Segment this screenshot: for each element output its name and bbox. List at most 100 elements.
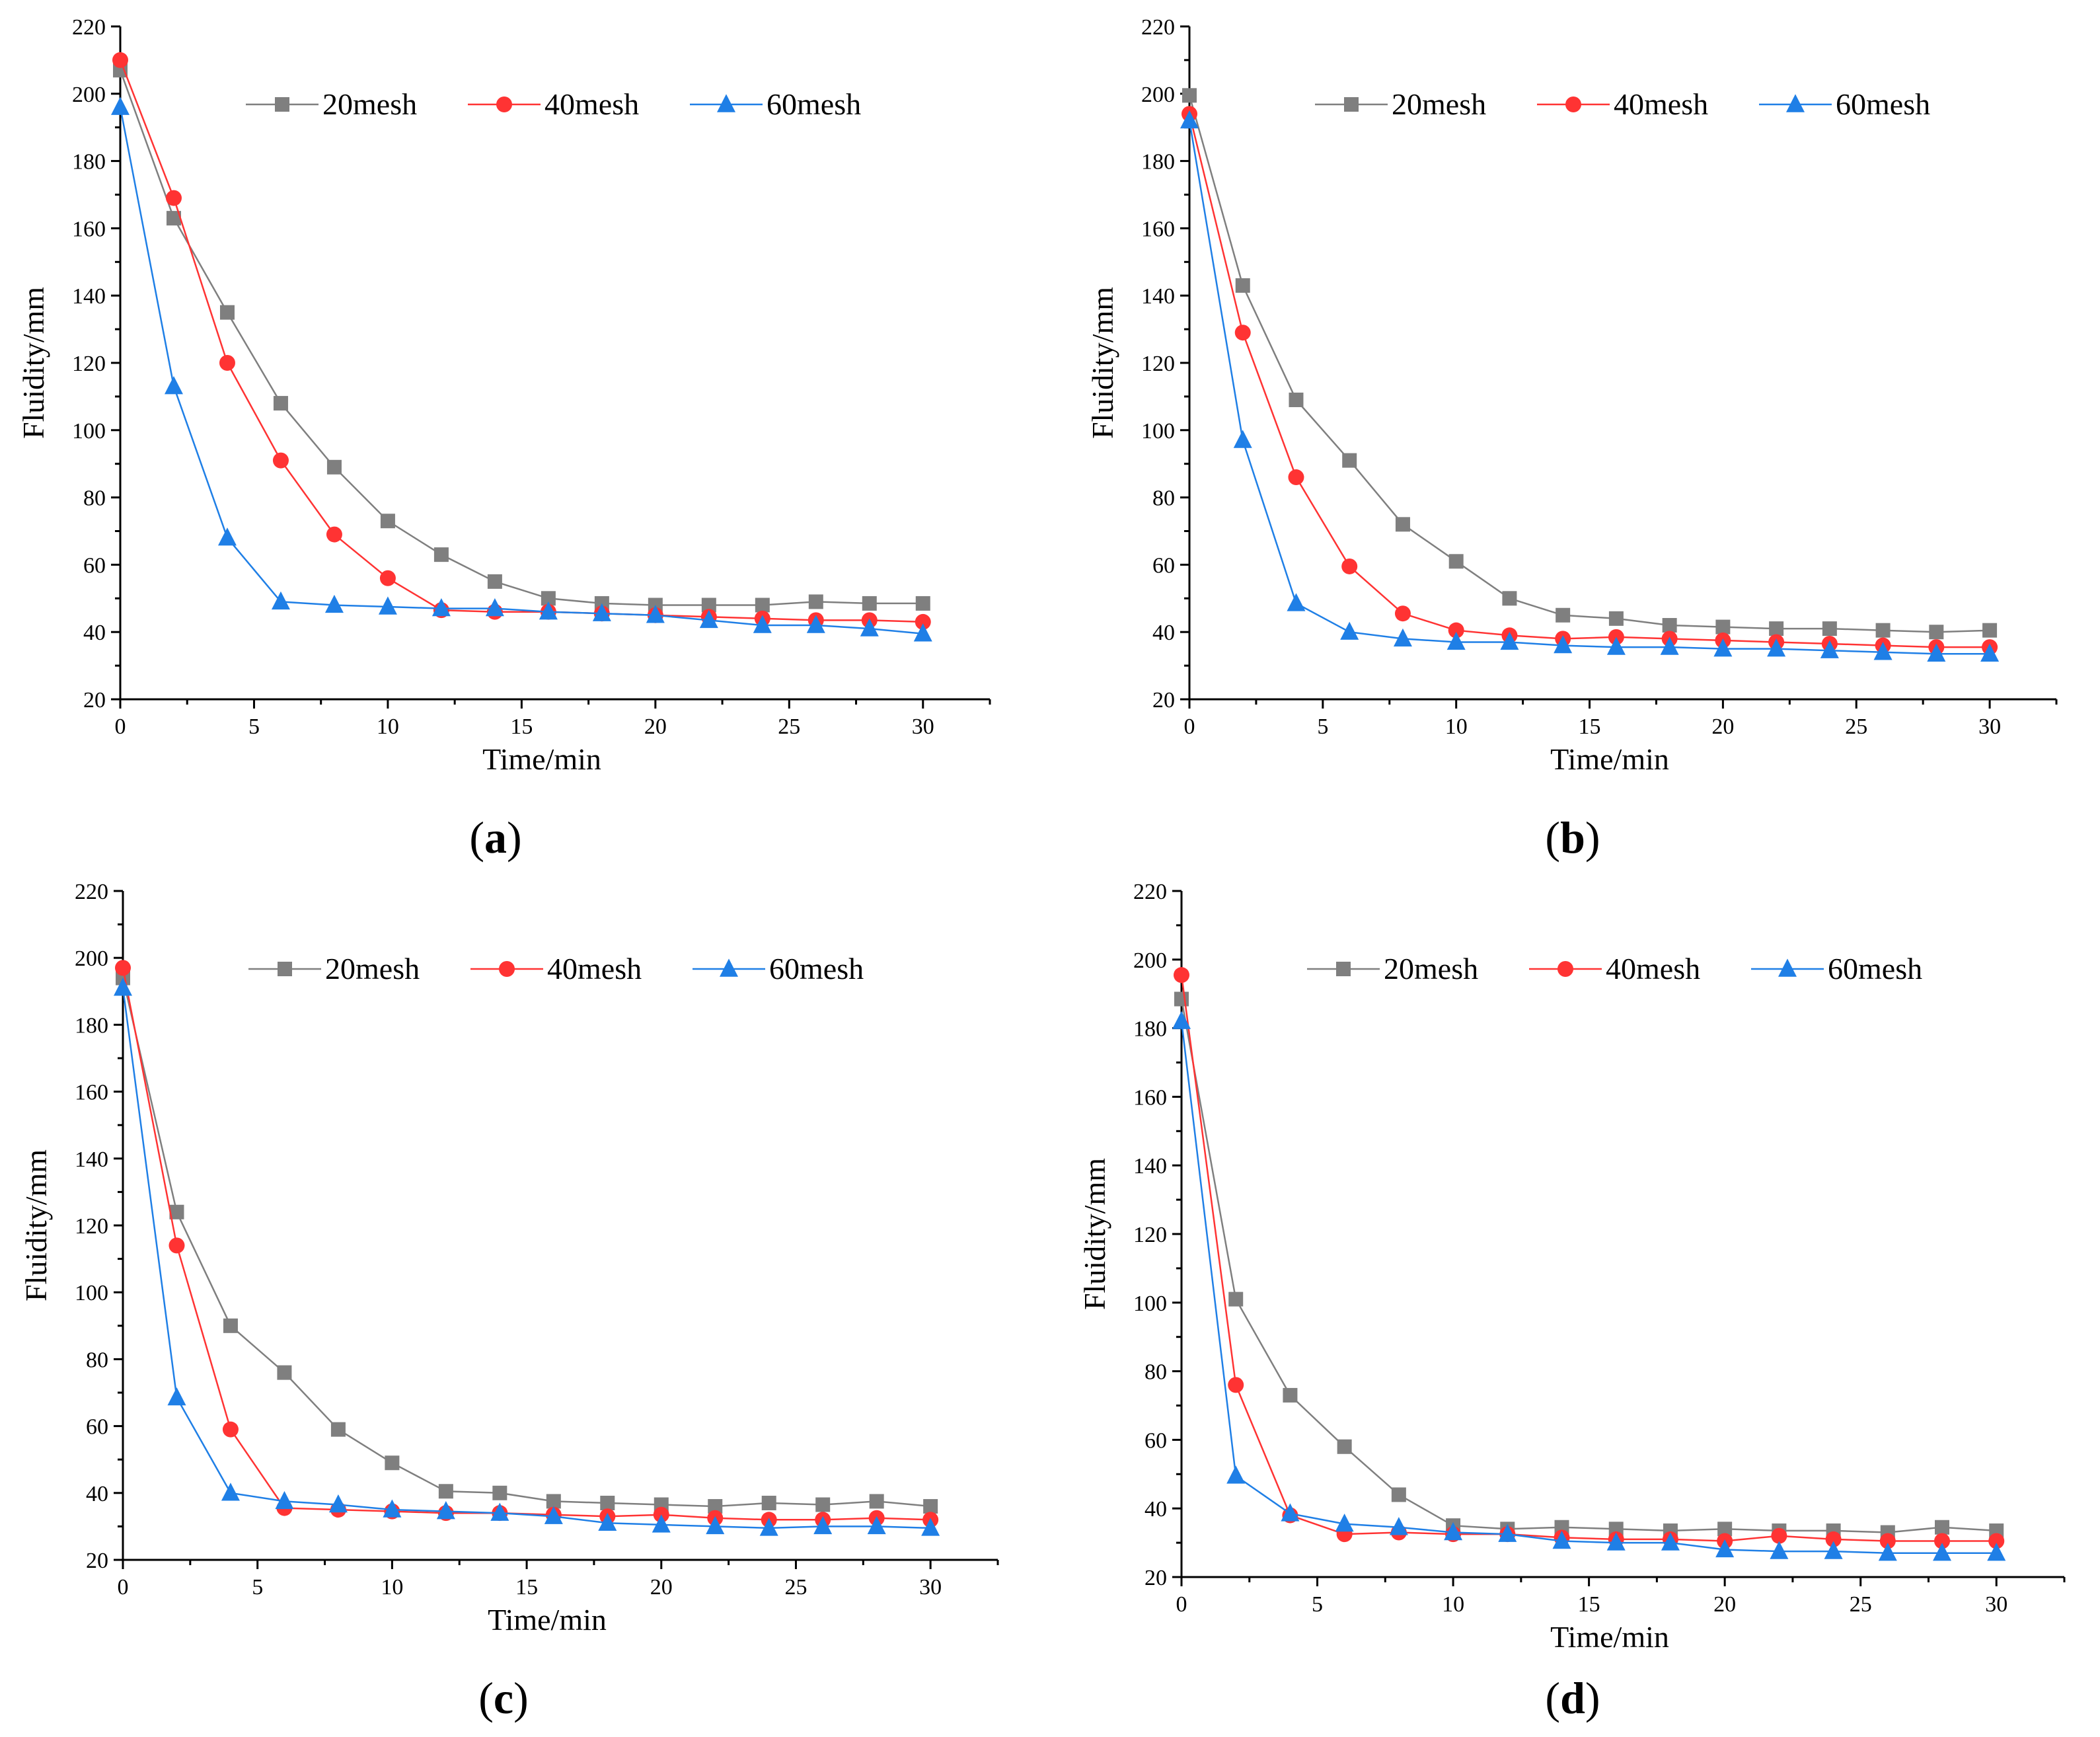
y-tick-label: 60: [1152, 553, 1175, 578]
data-point-60mesh: [1552, 1530, 1571, 1549]
x-tick-label: 25: [784, 1575, 807, 1600]
data-point-40mesh: [326, 526, 342, 543]
x-tick-label: 10: [381, 1575, 403, 1600]
legend-item-60mesh: 60mesh: [690, 87, 861, 121]
series-line-60mesh: [1180, 1021, 1997, 1554]
legend-marker: [1557, 961, 1573, 977]
data-point-20mesh: [169, 1204, 184, 1219]
series-60mesh: [1172, 1011, 2006, 1561]
data-point-40mesh: [1341, 558, 1358, 574]
caption-paren-close: ): [1585, 812, 1600, 863]
data-point-60mesh: [1281, 1503, 1300, 1522]
x-tick-label: 15: [1579, 714, 1601, 739]
data-point-60mesh: [111, 96, 130, 115]
data-point-20mesh: [1717, 1522, 1733, 1537]
legend-label: 60mesh: [767, 87, 861, 121]
legend-marker: [1565, 96, 1581, 112]
x-axis-title: Time/min: [482, 742, 601, 776]
data-point-40mesh: [272, 452, 289, 469]
y-tick-label: 60: [1144, 1428, 1167, 1453]
data-point-60mesh: [1873, 642, 1893, 660]
data-point-60mesh: [1933, 1543, 1952, 1561]
data-point-40mesh: [379, 570, 396, 586]
legend-item-60mesh: 60mesh: [1751, 952, 1922, 985]
y-tick-label: 80: [86, 1348, 108, 1372]
legend-label: 40mesh: [547, 952, 642, 985]
x-tick-label: 10: [377, 714, 399, 739]
caption-paren-open: (: [1545, 1673, 1560, 1723]
data-point-20mesh: [708, 1499, 723, 1514]
data-point-20mesh: [326, 459, 342, 475]
x-tick-label: 20: [1711, 714, 1734, 739]
y-tick-label: 60: [83, 553, 106, 578]
data-point-40mesh: [1771, 1527, 1787, 1544]
data-point-20mesh: [330, 1422, 346, 1437]
series-line-40mesh: [122, 968, 931, 1521]
legend-marker: [496, 96, 512, 112]
x-tick-label: 15: [1578, 1592, 1600, 1617]
data-point-20mesh: [1342, 453, 1357, 468]
data-point-60mesh: [913, 623, 932, 642]
data-point-60mesh: [1554, 635, 1573, 654]
data-point-60mesh: [539, 601, 558, 620]
y-tick-label: 80: [1144, 1360, 1167, 1385]
y-axis-title: Fluidity/mm: [1078, 1158, 1111, 1310]
data-point-40mesh: [1988, 1533, 2005, 1549]
y-tick-label: 220: [75, 880, 108, 904]
data-point-20mesh: [1935, 1520, 1950, 1535]
data-point-40mesh: [169, 1237, 185, 1254]
data-point-60mesh: [813, 1516, 833, 1535]
data-point-40mesh: [915, 613, 931, 630]
data-point-40mesh: [1394, 605, 1411, 622]
data-point-20mesh: [1235, 278, 1250, 293]
y-tick-label: 100: [72, 419, 106, 444]
y-tick-label: 40: [83, 621, 106, 645]
x-tick-label: 0: [115, 714, 126, 739]
legend-item-60mesh: 60mesh: [693, 952, 864, 985]
y-tick-label: 220: [1141, 15, 1175, 40]
legend-label: 20mesh: [1384, 952, 1478, 985]
data-point-60mesh: [431, 598, 451, 617]
data-point-60mesh: [1389, 1517, 1408, 1535]
y-tick-label: 180: [1141, 150, 1175, 174]
y-tick-label: 220: [72, 15, 106, 40]
panel-caption: (a): [469, 812, 521, 863]
legend-label: 60mesh: [1828, 952, 1922, 985]
data-point-20mesh: [1715, 619, 1731, 635]
x-tick-label: 25: [1850, 1592, 1872, 1617]
data-point-60mesh: [1446, 631, 1466, 650]
data-point-60mesh: [167, 1387, 186, 1406]
data-point-60mesh: [806, 615, 825, 633]
x-tick-label: 0: [1176, 1592, 1187, 1617]
data-point-40mesh: [1879, 1533, 1896, 1549]
x-tick-label: 10: [1442, 1592, 1464, 1617]
legend-item-40mesh: 40mesh: [470, 952, 642, 985]
series-20mesh: [1174, 991, 2004, 1540]
data-point-40mesh: [1825, 1531, 1842, 1547]
series-20mesh: [116, 970, 938, 1514]
data-point-20mesh: [1662, 618, 1677, 633]
data-point-20mesh: [1182, 88, 1197, 103]
data-point-40mesh: [165, 190, 182, 206]
data-point-20mesh: [166, 211, 181, 226]
data-point-20mesh: [1982, 623, 1998, 638]
data-point-20mesh: [546, 1494, 561, 1509]
legend: 20mesh 40mesh 60mesh: [246, 87, 861, 121]
y-tick-label: 160: [1133, 1085, 1167, 1110]
data-point-60mesh: [1824, 1541, 1843, 1559]
legend: 20mesh 40mesh 60mesh: [1315, 87, 1930, 121]
y-tick-label: 160: [1141, 217, 1175, 241]
data-point-60mesh: [1606, 637, 1626, 655]
y-tick-label: 140: [72, 284, 106, 309]
y-tick-label: 120: [1133, 1223, 1167, 1247]
data-point-20mesh: [223, 1318, 238, 1333]
legend: 20mesh 40mesh 60mesh: [248, 952, 864, 985]
data-point-40mesh: [112, 52, 128, 68]
data-point-20mesh: [1502, 591, 1517, 606]
caption-paren-close: ): [1585, 1673, 1600, 1723]
data-point-20mesh: [815, 1497, 831, 1512]
y-tick-label: 140: [75, 1147, 108, 1172]
y-tick-label: 20: [1152, 688, 1175, 713]
y-tick-label: 40: [1152, 621, 1175, 645]
